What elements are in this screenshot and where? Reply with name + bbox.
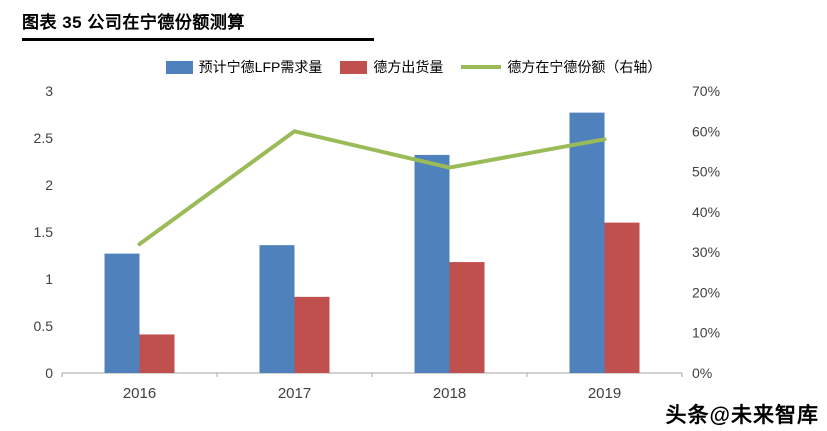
svg-text:2016: 2016 [123,385,156,402]
red-bar-legend-swatch-icon [340,60,368,74]
svg-text:1.5: 1.5 [34,224,54,240]
legend-label-shipments: 德方出货量 [373,59,444,75]
svg-text:20%: 20% [692,284,720,300]
svg-text:2019: 2019 [588,385,621,402]
chart-area: 0 0.5 1 1.5 2 2.5 3 0% 10% 20% 30% 40% 50% 60% 70% 2016… [0,81,827,416]
svg-text:70%: 70% [692,83,720,99]
green-line-legend-swatch-icon [461,65,502,69]
svg-text:2.5: 2.5 [34,130,54,146]
legend-item-shipments: 德方出货量 [340,57,443,77]
svg-text:0: 0 [45,365,53,381]
chart-legend: 预计宁德LFP需求量 德方出货量 德方在宁德份额（右轴） [0,57,827,77]
svg-text:0.5: 0.5 [34,318,54,334]
figure-title: 图表 35 公司在宁德份额测算 [22,13,245,32]
svg-text:50%: 50% [692,164,720,180]
svg-text:0%: 0% [692,365,712,381]
svg-text:10%: 10% [692,325,720,341]
svg-text:30%: 30% [692,244,720,260]
svg-text:1: 1 [45,271,53,287]
legend-item-share: 德方在宁德份额（右轴） [461,57,661,77]
svg-text:2018: 2018 [433,385,466,402]
title-underline [22,38,374,41]
figure-header: 图表 35 公司在宁德份额测算 [0,0,827,41]
svg-text:60%: 60% [692,123,720,139]
watermark: 头条@未来智库 [665,404,819,427]
blue-bar-legend-swatch-icon [165,60,193,74]
combo-chart: 00.511.522.530%10%20%30%40%50%60%70%2016… [34,83,721,402]
svg-text:3: 3 [45,83,53,99]
legend-item-lfp-demand: 预计宁德LFP需求量 [165,57,323,77]
svg-text:2: 2 [45,177,53,193]
legend-label-share: 德方在宁德份额（右轴） [507,59,662,75]
svg-text:40%: 40% [692,204,720,220]
svg-text:2017: 2017 [278,385,311,402]
legend-label-lfp-demand: 预计宁德LFP需求量 [198,59,323,75]
